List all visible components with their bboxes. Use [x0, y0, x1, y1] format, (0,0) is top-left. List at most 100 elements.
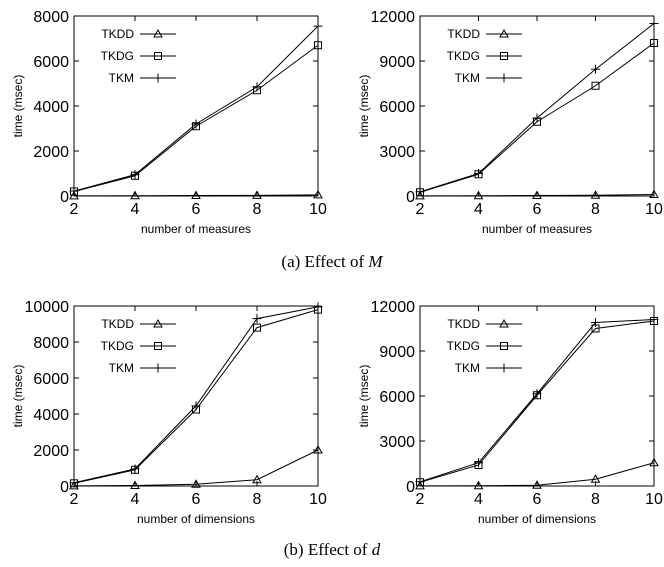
data-point-tkm [591, 64, 600, 74]
x-tick-label: 10 [645, 491, 663, 508]
data-point-tkdd [649, 189, 659, 198]
y-axis-label: time (msec) [357, 75, 371, 138]
x-axis-label: number of measures [141, 222, 251, 236]
x-tick-label: 4 [474, 201, 483, 218]
y-tick-label: 8000 [33, 335, 69, 352]
x-axis-label: number of dimensions [137, 512, 255, 526]
data-point-tkdd [532, 480, 542, 489]
plot-frame [73, 305, 319, 487]
data-point-tkm [69, 478, 79, 488]
y-tick-label: 6000 [33, 371, 69, 388]
series-line-tkdd [73, 194, 319, 197]
x-tick-label: 10 [645, 201, 663, 218]
x-tick-label: 4 [474, 491, 483, 508]
legend-marker [153, 363, 163, 373]
chart-b-left: 2 4 6 8 10 0 2000 4000 6000 8000 10000 number of di… [11, 299, 327, 526]
data-point-tkm [252, 314, 262, 324]
y-tick-label: 12000 [371, 299, 416, 316]
legend-label: TKDG [101, 339, 134, 353]
y-tick-label: 3000 [379, 144, 415, 161]
caption-a-prefix: (a) [281, 252, 301, 271]
legend-label: TKM [109, 361, 134, 375]
legend-label: TKM [455, 71, 480, 85]
data-point-tkdd [313, 189, 323, 199]
data-point-tkdd [473, 190, 484, 200]
data-point-tkdd [252, 474, 262, 484]
data-point-tkm [532, 389, 542, 399]
data-point-tkm [130, 464, 140, 474]
data-point-tkdg [650, 39, 658, 47]
data-point-tkdd [590, 474, 601, 483]
legend-label: TKDD [101, 27, 134, 41]
x-tick-label: 2 [70, 491, 79, 508]
data-point-tkdd [69, 480, 79, 490]
y-tick-label: 9000 [379, 344, 415, 361]
x-tick-label: 8 [591, 491, 600, 508]
y-tick-label: 6000 [379, 389, 415, 406]
data-point-tkm [649, 19, 659, 28]
data-point-tkm [415, 187, 425, 197]
y-tick-label: 6000 [379, 99, 415, 116]
data-point-tkdd [252, 190, 262, 199]
series-line-tkm [73, 306, 319, 484]
legend-marker [154, 342, 162, 350]
series-line-tkdd [73, 449, 319, 487]
series-line-tkdd [419, 462, 655, 487]
legend-marker [499, 363, 509, 373]
data-point-tkdg [314, 41, 322, 50]
data-point-tkdd [532, 190, 542, 200]
series-line-tkdd [419, 194, 655, 197]
data-point-tkm [313, 302, 323, 312]
legend-marker [153, 318, 163, 328]
caption-b-prefix: (b) [283, 540, 304, 559]
legend-label: TKM [455, 361, 480, 375]
x-tick-label: 6 [533, 201, 542, 218]
data-point-tkdg [591, 81, 600, 90]
x-tick-label: 8 [253, 201, 262, 218]
y-tick-label: 0 [406, 479, 415, 496]
y-tick-label: 10000 [25, 299, 70, 316]
x-tick-label: 2 [70, 201, 79, 218]
data-point-tkdd [649, 457, 659, 467]
y-tick-label: 3000 [379, 434, 415, 451]
data-point-tkm [252, 82, 262, 92]
data-point-tkm [191, 401, 201, 411]
data-point-tkm [474, 458, 483, 468]
x-tick-label: 10 [309, 201, 327, 218]
legend-marker [153, 28, 163, 38]
data-point-tkdd [473, 480, 484, 490]
data-point-tkm [649, 315, 659, 324]
legend-marker [499, 73, 509, 83]
caption-b: (b) Effect of d [0, 540, 664, 560]
data-point-tkm [313, 21, 323, 31]
series-line-tkdg [73, 309, 319, 484]
data-point-tkm [591, 318, 600, 327]
data-point-tkm [474, 169, 483, 178]
data-point-tkdd [590, 190, 601, 199]
y-tick-label: 2000 [33, 443, 69, 460]
caption-b-symbol: d [371, 540, 381, 559]
legend-label: TKDG [101, 49, 134, 63]
legend-marker [154, 52, 162, 60]
data-point-tkdd [130, 190, 140, 200]
caption-a-text: Effect of [304, 252, 365, 271]
data-point-tkm [69, 186, 79, 196]
legend-label: TKDD [447, 317, 480, 331]
x-tick-label: 8 [253, 491, 262, 508]
legend-marker [499, 318, 509, 328]
data-point-tkdd [191, 190, 201, 200]
caption-a: (a) Effect of M [0, 252, 664, 272]
y-tick-label: 6000 [33, 54, 69, 71]
data-point-tkdg [253, 323, 261, 332]
x-tick-label: 6 [192, 491, 201, 508]
legend-label: TKDG [447, 339, 480, 353]
chart-a-right: 2 4 6 8 10 0 3000 6000 9000 12000 number of measur… [357, 9, 663, 236]
legend-label: TKDD [447, 27, 480, 41]
y-axis-label: time (msec) [11, 365, 25, 428]
y-tick-label: 8000 [33, 9, 69, 26]
data-point-tkdd [191, 479, 201, 488]
data-point-tkm [130, 170, 140, 180]
legend-marker [500, 52, 508, 60]
chart-a-left: 2 4 6 8 10 0 2000 4000 6000 8000 number of measure… [11, 9, 327, 236]
data-point-tkm [532, 113, 542, 123]
